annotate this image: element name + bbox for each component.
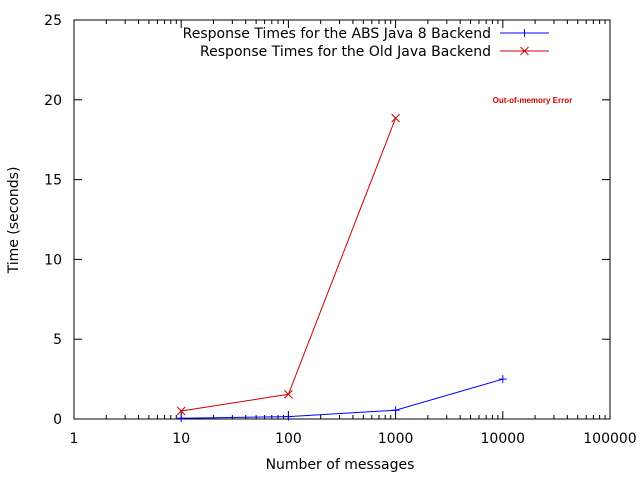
y-tick-label: 25: [44, 13, 62, 29]
axis-ticks: [73, 19, 611, 420]
series-2: [176, 113, 400, 416]
x-tick-label: 1: [70, 431, 79, 447]
y-tick-label: 10: [44, 252, 62, 268]
x-tick-label: 10: [172, 431, 190, 447]
x-axis-title: Number of messages: [266, 457, 415, 473]
x-tick-label: 100: [275, 431, 302, 447]
axis-tick-labels: 1 10 100 1000 10000 100000 0 5 10 15 20 25: [44, 13, 637, 447]
x-tick-label: 100000: [583, 431, 636, 447]
series-1: [177, 375, 507, 423]
legend-marker-2-b: [520, 46, 529, 56]
y-tick-label: 15: [44, 173, 62, 189]
legend-label-1: Response Times for the ABS Java 8 Backen…: [183, 26, 491, 42]
annotation-label: Out-of-memory Error: [493, 96, 573, 105]
y-axis-title: Time (seconds): [6, 167, 22, 275]
legend-label-2: Response Times for the Old Java Backend: [200, 44, 491, 60]
series-2-point-b: [176, 406, 186, 416]
series-1-line: [181, 378, 503, 419]
y-tick-label: 20: [44, 93, 62, 109]
series-2-point-b: [284, 389, 293, 399]
y-tick-label: 0: [53, 412, 62, 428]
x-tick-label: 1000: [378, 431, 414, 447]
legend: Response Times for the ABS Java 8 Backen…: [183, 26, 549, 60]
series-layer: [176, 113, 507, 423]
series-2-point-b: [391, 113, 400, 123]
y-tick-label: 5: [53, 332, 62, 348]
series-2-line: [181, 117, 397, 412]
plot-frame: [73, 19, 611, 420]
x-tick-label: 10000: [481, 431, 526, 447]
annotations-layer: Out-of-memory Error: [493, 96, 573, 105]
